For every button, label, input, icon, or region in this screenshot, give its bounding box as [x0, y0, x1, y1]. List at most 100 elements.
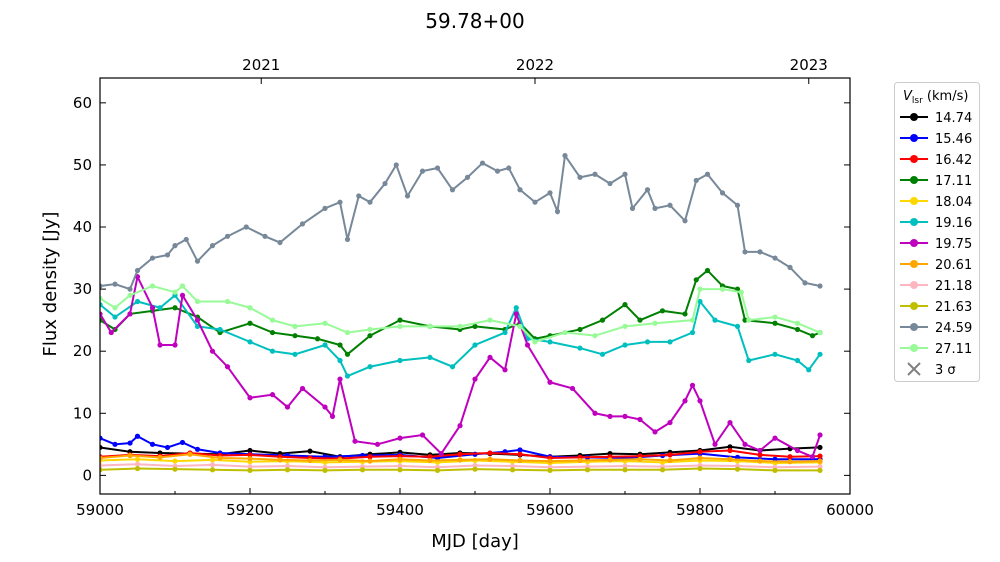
- data-point: [487, 317, 493, 323]
- data-point: [622, 302, 628, 308]
- series-line: [100, 467, 820, 472]
- data-point: [284, 404, 291, 410]
- legend-swatch-marker: [910, 281, 918, 289]
- data-point: [322, 205, 328, 211]
- data-point: [524, 342, 531, 348]
- data-point: [697, 286, 703, 292]
- data-point: [157, 342, 163, 348]
- data-point: [817, 329, 823, 336]
- data-point: [427, 454, 433, 460]
- data-point: [622, 413, 628, 419]
- data-point: [157, 305, 163, 311]
- data-point: [817, 464, 823, 470]
- data-point: [712, 317, 718, 323]
- data-point: [806, 367, 812, 373]
- series-line: [100, 152, 821, 291]
- data-point: [547, 467, 553, 474]
- data-point: [149, 283, 156, 289]
- chart-title: 59.78+00: [425, 9, 524, 33]
- data-point: [817, 283, 823, 289]
- data-point: [697, 298, 703, 305]
- data-point: [100, 311, 103, 317]
- data-point: [217, 326, 223, 333]
- data-point: [314, 336, 321, 342]
- legend-label: 19.16: [935, 216, 972, 231]
- series-line: [100, 293, 821, 378]
- data-point: [243, 224, 249, 230]
- data-point: [209, 348, 216, 354]
- series-20.61: [100, 451, 823, 465]
- data-point: [209, 462, 216, 468]
- data-point: [659, 467, 666, 473]
- data-point: [367, 199, 373, 205]
- data-point: [734, 202, 741, 208]
- legend-title: Vlsr (km/s): [903, 89, 968, 106]
- data-point: [194, 317, 201, 323]
- data-point: [682, 311, 688, 317]
- data-point: [794, 357, 801, 364]
- series-line: [100, 463, 821, 469]
- data-point: [742, 317, 748, 323]
- data-point: [374, 441, 381, 447]
- data-point: [247, 452, 253, 458]
- data-point: [247, 464, 253, 470]
- data-point: [644, 187, 651, 193]
- data-point: [367, 333, 373, 339]
- data-point: [164, 252, 171, 258]
- data-point: [734, 323, 741, 329]
- data-point: [247, 339, 253, 345]
- data-point: [569, 385, 576, 392]
- data-point: [704, 171, 711, 177]
- data-point: [179, 292, 186, 298]
- data-point: [419, 432, 426, 438]
- data-point: [367, 454, 373, 460]
- data-point: [112, 314, 118, 320]
- data-point: [817, 432, 823, 438]
- data-point: [487, 354, 493, 361]
- legend-swatch-marker: [910, 260, 918, 268]
- data-point: [554, 208, 561, 215]
- data-point: [438, 451, 444, 457]
- data-point: [179, 283, 186, 289]
- data-point: [787, 454, 793, 460]
- data-point: [577, 345, 583, 351]
- data-point: [307, 448, 313, 454]
- data-point: [592, 171, 598, 177]
- data-point: [127, 286, 133, 292]
- data-point: [577, 457, 583, 464]
- data-point: [802, 280, 808, 286]
- data-point: [693, 177, 699, 184]
- data-point: [100, 302, 103, 308]
- legend-swatch-marker: [910, 197, 918, 205]
- data-point: [697, 465, 703, 472]
- data-point: [397, 435, 403, 441]
- data-point: [322, 320, 328, 326]
- data-point: [629, 205, 636, 211]
- data-point: [494, 168, 501, 174]
- data-point: [757, 249, 763, 255]
- data-point: [652, 320, 658, 326]
- data-point: [794, 320, 801, 326]
- data-point: [337, 457, 343, 463]
- data-point: [547, 379, 553, 385]
- data-point: [697, 455, 703, 461]
- data-point: [344, 351, 351, 357]
- data-point: [464, 174, 471, 180]
- data-point: [817, 444, 823, 451]
- data-point: [337, 342, 343, 348]
- legend-label: 19.75: [935, 237, 972, 252]
- data-point: [112, 441, 118, 447]
- data-point: [607, 413, 613, 419]
- data-point: [577, 326, 583, 333]
- data-point: [457, 423, 463, 429]
- y-tick-label: 20: [73, 342, 92, 360]
- top-axis-tick-label: 2022: [516, 56, 554, 74]
- data-point: [100, 467, 103, 473]
- data-point: [644, 339, 651, 345]
- data-point: [817, 467, 823, 474]
- data-point: [100, 435, 103, 441]
- data-point: [622, 342, 628, 348]
- data-point: [367, 458, 373, 464]
- data-point: [224, 298, 231, 305]
- data-point: [757, 458, 763, 464]
